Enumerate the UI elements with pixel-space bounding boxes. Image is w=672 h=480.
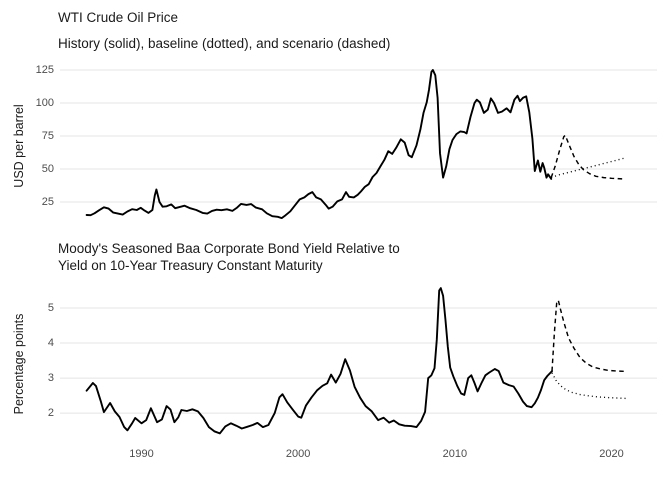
y-tick-label: 25 bbox=[41, 195, 54, 208]
x-tick-label: 1990 bbox=[129, 448, 154, 460]
y-tick-label: 2 bbox=[47, 406, 54, 419]
baa-spread-scenario-line bbox=[551, 299, 626, 373]
bottom-chart-title-line1: Moody's Seasoned Baa Corporate Bond Yiel… bbox=[58, 241, 400, 256]
x-tick-label: 2000 bbox=[285, 448, 311, 460]
x-tick-label: 2010 bbox=[442, 448, 468, 460]
wti-scenario-line bbox=[550, 134, 623, 180]
top-chart-subtitle: History (solid), baseline (dotted), and … bbox=[58, 36, 391, 51]
top-chart-title: WTI Crude Oil Price bbox=[58, 10, 179, 25]
y-tick-label: 4 bbox=[47, 336, 54, 349]
bottom-chart-title-line2: Yield on 10-Year Treasury Constant Matur… bbox=[58, 258, 323, 273]
baa-spread-baseline-line bbox=[551, 372, 626, 400]
y-tick-label: 100 bbox=[35, 96, 54, 109]
bottom-y-axis-title: Percentage points bbox=[12, 313, 26, 415]
x-tick-label: 2020 bbox=[599, 448, 624, 460]
wti-history-line bbox=[85, 69, 553, 220]
y-tick-label: 50 bbox=[41, 162, 54, 175]
wti-baseline-line bbox=[550, 157, 626, 179]
y-tick-label: 5 bbox=[47, 301, 54, 314]
baa-spread-history-line bbox=[85, 287, 553, 435]
y-tick-label: 75 bbox=[41, 129, 54, 142]
y-tick-label: 3 bbox=[47, 371, 54, 384]
y-tick-label: 125 bbox=[35, 63, 54, 76]
